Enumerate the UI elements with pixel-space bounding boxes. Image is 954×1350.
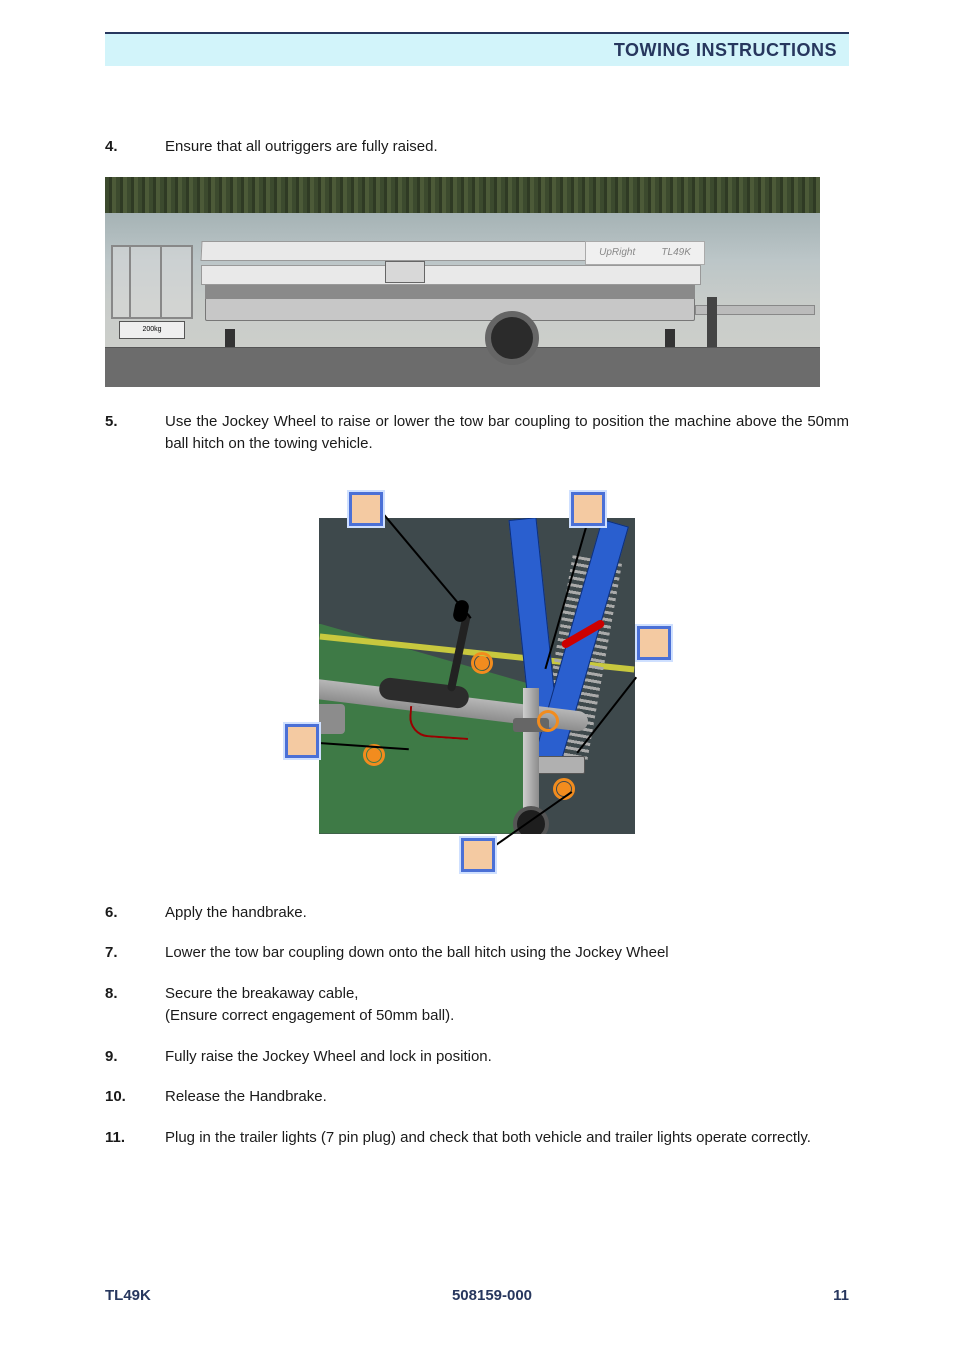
callout-box [285, 724, 319, 758]
step-10: 10. Release the Handbrake. [105, 1086, 849, 1109]
footer-docnum: 508159-000 [452, 1287, 532, 1304]
footer-pagenum: 11 [833, 1287, 849, 1304]
tow-hitch-illustration [277, 476, 677, 876]
step-9: 9. Fully raise the Jockey Wheel and lock… [105, 1046, 849, 1069]
figure-tow-hitch-detail [105, 476, 849, 876]
step-number: 9. [105, 1046, 165, 1069]
step-number: 10. [105, 1086, 165, 1109]
callout-box [461, 838, 495, 872]
capacity-label: 200kg [119, 321, 185, 339]
figure-trailer-side-view: UpRight TL49K 200kg [105, 177, 849, 387]
step-text: Fully raise the Jockey Wheel and lock in… [165, 1046, 849, 1069]
step-number: 6. [105, 902, 165, 925]
section-title: TOWING INSTRUCTIONS [614, 40, 837, 61]
step-number: 11. [105, 1127, 165, 1150]
page: TOWING INSTRUCTIONS 4. Ensure that all o… [0, 0, 954, 1350]
step-text: Lower the tow bar coupling down onto the… [165, 942, 849, 965]
step-5: 5. Use the Jockey Wheel to raise or lowe… [105, 411, 849, 456]
step-number: 4. [105, 136, 165, 159]
callout-box [637, 626, 671, 660]
section-header: TOWING INSTRUCTIONS [105, 32, 849, 66]
page-footer: TL49K 508159-000 11 [105, 1287, 849, 1304]
step-6: 6. Apply the handbrake. [105, 902, 849, 925]
step-11: 11. Plug in the trailer lights (7 pin pl… [105, 1127, 849, 1150]
step-number: 5. [105, 411, 165, 456]
brand-label: UpRight [599, 247, 635, 258]
step-8: 8. Secure the breakaway cable, (Ensure c… [105, 983, 849, 1028]
callout-box [571, 492, 605, 526]
step-text: Apply the handbrake. [165, 902, 849, 925]
footer-model: TL49K [105, 1287, 151, 1304]
step-number: 8. [105, 983, 165, 1028]
step-number: 7. [105, 942, 165, 965]
callout-box [349, 492, 383, 526]
step-4: 4. Ensure that all outriggers are fully … [105, 136, 849, 159]
step-text: Plug in the trailer lights (7 pin plug) … [165, 1127, 849, 1150]
step-text: Use the Jockey Wheel to raise or lower t… [165, 411, 849, 456]
step-text: Secure the breakaway cable, (Ensure corr… [165, 983, 849, 1028]
step-text: Ensure that all outriggers are fully rai… [165, 136, 849, 159]
step-text: Release the Handbrake. [165, 1086, 849, 1109]
step-7: 7. Lower the tow bar coupling down onto … [105, 942, 849, 965]
trailer-side-illustration: UpRight TL49K 200kg [105, 177, 820, 387]
model-label: TL49K [661, 247, 690, 258]
